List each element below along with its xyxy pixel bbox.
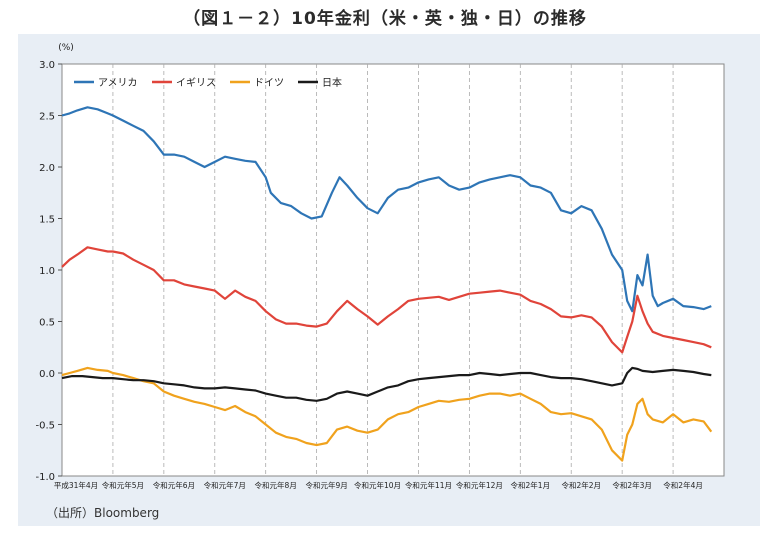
- x-tick-label: 令和2年2月: [561, 480, 601, 490]
- x-tick-label: 令和元年11月: [405, 480, 452, 490]
- axes: 3.02.52.01.51.00.50.0-0.5-1.0(%)平成31年4月令…: [35, 43, 702, 490]
- series-line-イギリス: [61, 246, 712, 354]
- plot-area: [61, 63, 725, 477]
- legend-label: 日本: [322, 76, 342, 89]
- y-unit-label: (%): [58, 43, 74, 53]
- legend-label: アメリカ: [98, 77, 138, 89]
- legend-label: イギリス: [176, 77, 216, 89]
- x-tick-label: 令和2年1月: [511, 480, 551, 490]
- source-note: （出所）Bloomberg: [46, 506, 160, 520]
- y-tick-label: 1.0: [39, 266, 55, 277]
- chart-panel: 3.0 2.5 2.0 1.5 1.0 0.5 0.0 -0.5 -1.0 (%) 平成31年4月令…: [18, 34, 760, 526]
- y-tick-label: 0.5: [39, 318, 55, 329]
- y-tick-label: 0.0: [39, 369, 55, 380]
- legend-label: ドイツ: [254, 78, 284, 89]
- x-tick-label: 令和元年9月: [305, 480, 347, 490]
- x-tick-label: 令和2年4月: [663, 480, 703, 490]
- x-tick-label: 令和元年6月: [153, 480, 195, 490]
- series-line-アメリカ: [61, 106, 712, 313]
- x-tick-label: 令和元年12月: [456, 480, 503, 490]
- series-lines: [61, 106, 713, 462]
- x-tick-label: 令和元年5月: [102, 480, 144, 490]
- series-line-ドイツ: [61, 366, 713, 462]
- x-tick-label: 令和2年3月: [612, 480, 652, 490]
- page-title: （図１－２）10年金利（米・英・独・日）の推移: [183, 9, 587, 29]
- y-tick-label: -1.0: [35, 472, 55, 483]
- y-tick-label: -0.5: [35, 421, 55, 432]
- line-chart: 3.02.52.01.51.00.50.0-0.5-1.0(%)平成31年4月令…: [35, 43, 725, 490]
- y-tick-label: 2.5: [39, 112, 55, 123]
- y-tick-label: 1.5: [39, 215, 55, 226]
- y-tick-label: 2.0: [39, 163, 55, 174]
- series-line-日本: [61, 366, 712, 402]
- legend: アメリカ イギリス ドイツ 日本: [74, 76, 342, 89]
- x-tick-label: 令和元年8月: [255, 480, 297, 490]
- x-tick-label: 平成31年4月: [54, 480, 98, 490]
- x-tick-label: 令和元年10月: [354, 480, 401, 490]
- grid: [61, 63, 725, 477]
- x-tick-label: 令和元年7月: [204, 480, 246, 490]
- y-tick-label: 3.0: [39, 60, 55, 71]
